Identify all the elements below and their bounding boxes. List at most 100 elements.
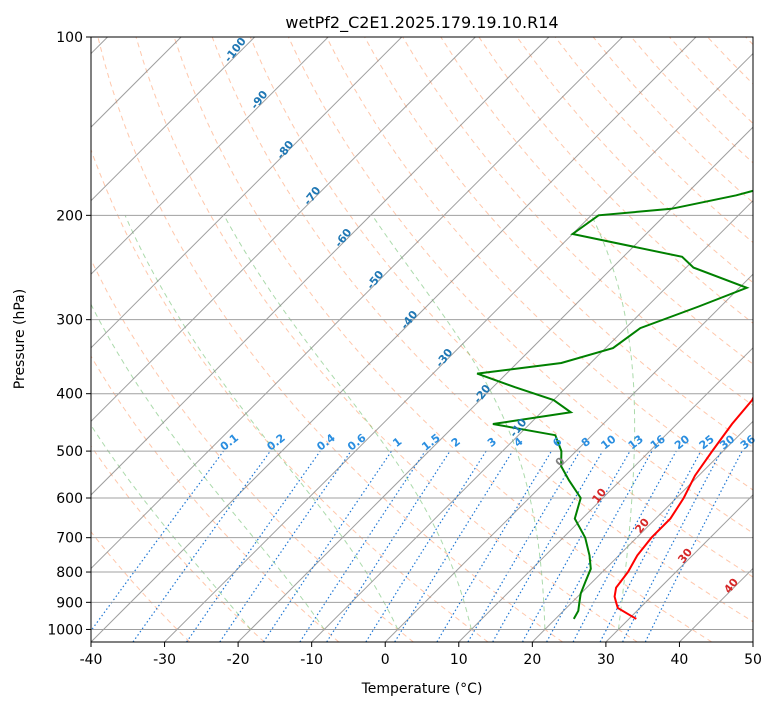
x-tick-label: 40 <box>671 652 689 668</box>
x-tick-label: -10 <box>300 652 323 668</box>
dry-adiabat <box>402 37 753 407</box>
mixing-ratio-line <box>262 450 392 642</box>
isotherm <box>91 37 550 496</box>
moist-adiabat <box>223 215 472 630</box>
pressure-gridlines <box>91 37 753 630</box>
mixing-ratio-line <box>546 450 653 642</box>
isotherm <box>91 37 623 570</box>
isotherm <box>531 420 753 642</box>
y-axis-label: Pressure (hPa) <box>12 289 28 389</box>
isotherm <box>311 199 753 642</box>
dry-adiabat <box>91 355 340 642</box>
series-layer <box>476 189 753 620</box>
line-label: -80 <box>274 138 297 162</box>
moist-adiabat <box>591 215 636 630</box>
background-lines <box>91 37 753 642</box>
mixing-ratio-line <box>467 450 581 642</box>
line-label: -70 <box>301 184 324 208</box>
mixing-ratio-line <box>521 450 631 642</box>
line-label: 10 <box>598 432 618 452</box>
isotherm <box>91 37 403 349</box>
mixing-ratio-line <box>394 450 514 642</box>
x-tick-label: 20 <box>523 652 541 668</box>
isotherm <box>91 37 476 423</box>
x-axis-ticks: -40 -30 -20 -10 0 10 20 30 40 50 <box>80 642 762 668</box>
moist-adiabat <box>91 424 252 630</box>
x-tick-label: 50 <box>744 652 762 668</box>
mixing-ratio-line <box>132 450 271 642</box>
line-label: -90 <box>248 88 271 112</box>
line-label: -50 <box>364 268 387 292</box>
y-tick-label: 300 <box>56 313 83 329</box>
dry-adiabat <box>97 37 563 642</box>
dry-adiabat <box>249 37 753 578</box>
y-tick-label: 500 <box>56 444 83 460</box>
temperature-profile <box>613 395 753 620</box>
line-label: 40 <box>721 576 741 596</box>
line-label: 0.1 <box>218 431 241 453</box>
dry-adiabat <box>440 37 753 365</box>
line-label: -100 <box>222 35 249 65</box>
line-label: 30 <box>675 546 695 566</box>
dry-adiabat <box>91 148 489 642</box>
line-label: 4 <box>512 435 526 450</box>
dry-adiabat <box>516 37 753 284</box>
x-tick-label: 10 <box>450 652 468 668</box>
x-tick-label: -20 <box>227 652 250 668</box>
line-label: -20 <box>471 382 494 406</box>
moist-adiabat <box>91 303 325 630</box>
isotherm <box>679 567 753 642</box>
line-label: 2 <box>449 435 463 450</box>
y-tick-label: 600 <box>56 491 83 507</box>
line-label: 3 <box>485 435 499 450</box>
line-label: 30 <box>717 432 737 452</box>
y-tick-label: 400 <box>56 387 83 403</box>
line-label: 1 <box>390 435 404 450</box>
mixing-ratio-line <box>299 450 426 642</box>
isotherm <box>752 641 753 642</box>
line-label: 20 <box>672 432 692 452</box>
dry-adiabat <box>91 258 414 642</box>
y-tick-label: 1000 <box>47 622 83 638</box>
dry-adiabat <box>91 531 191 642</box>
line-label: 36 <box>738 432 758 452</box>
y-tick-label: 200 <box>56 208 83 224</box>
mixing-ratio-line <box>219 450 352 642</box>
isotherm <box>91 37 256 202</box>
y-tick-label: 100 <box>56 30 83 46</box>
dry-adiabat <box>707 37 753 85</box>
line-label: 20 <box>632 516 652 536</box>
chart-title: wetPf2_C2E1.2025.179.19.10.R14 <box>285 13 558 33</box>
isotherm <box>237 126 753 642</box>
isotherm <box>91 37 697 642</box>
line-label: 10 <box>589 486 609 506</box>
dry-adiabat <box>211 37 753 623</box>
dry-adiabat <box>135 37 638 642</box>
line-label: 6 <box>550 435 564 450</box>
line-label: -40 <box>398 308 421 332</box>
mixing-ratio-line <box>326 450 451 642</box>
line-label: 0.2 <box>264 431 287 453</box>
dry-adiabat <box>478 37 753 324</box>
mixing-ratio-line <box>186 450 321 642</box>
isotherm <box>164 52 753 642</box>
isotherm <box>91 37 329 275</box>
mixing-ratio-line <box>436 450 553 642</box>
isotherm <box>384 273 753 642</box>
line-label: 13 <box>626 433 646 453</box>
x-tick-label: 0 <box>381 652 390 668</box>
y-tick-label: 800 <box>56 565 83 581</box>
y-axis-ticks: 100 200 300 400 500 600 700 800 900 1000 <box>47 30 91 638</box>
x-axis-label: Temperature (°C) <box>361 681 483 697</box>
moist-adiabat <box>371 215 546 630</box>
mixing-ratio-line <box>365 450 487 642</box>
x-tick-label: -40 <box>80 652 103 668</box>
dry-adiabat <box>745 37 753 46</box>
x-tick-label: 30 <box>597 652 615 668</box>
line-label: -30 <box>433 346 456 370</box>
x-tick-label: -30 <box>153 652 176 668</box>
mixing-ratio-line <box>91 450 224 632</box>
plot-frame <box>90 36 754 643</box>
